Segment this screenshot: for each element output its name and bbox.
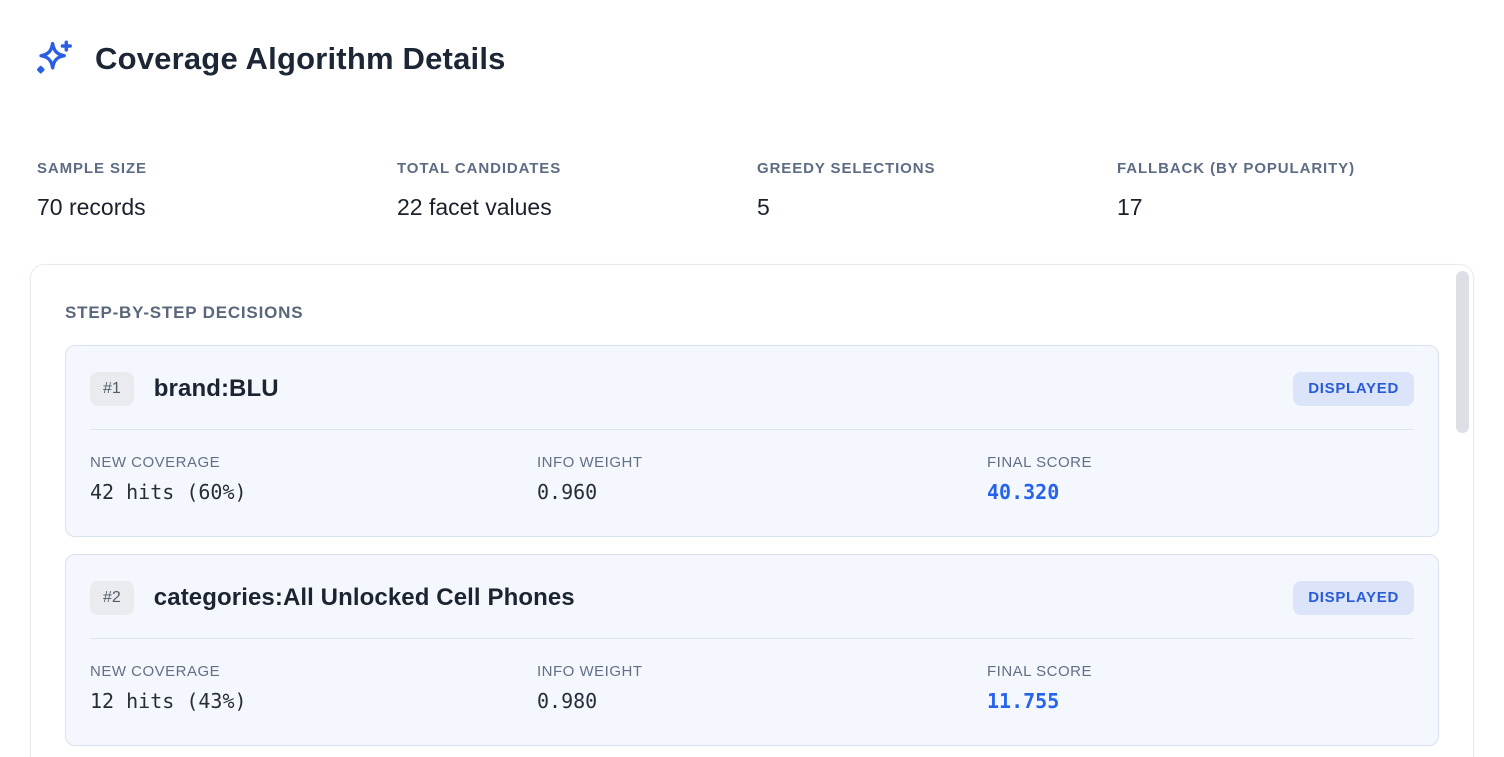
stat-label: TOTAL CANDIDATES — [397, 160, 562, 177]
stat-total-candidates: TOTAL CANDIDATES 22 facet values — [397, 160, 747, 222]
metric-info-weight: INFO WEIGHT 0.960 — [537, 454, 987, 506]
rank-badge: #1 — [90, 372, 134, 406]
decision-card-1: #1 brand:BLU DISPLAYED NEW COVERAGE 42 h… — [65, 345, 1439, 537]
stat-sample-size: SAMPLE SIZE 70 records — [37, 160, 387, 222]
scrollbar-thumb[interactable] — [1456, 271, 1469, 433]
metric-label: INFO WEIGHT — [537, 454, 643, 471]
stat-label: SAMPLE SIZE — [37, 160, 147, 177]
decision-metrics: NEW COVERAGE 42 hits (60%) INFO WEIGHT 0… — [90, 430, 1414, 536]
metric-value: 0.960 — [537, 480, 598, 504]
decisions-panel: STEP-BY-STEP DECISIONS #1 brand:BLU DISP… — [30, 264, 1474, 757]
page-header: Coverage Algorithm Details — [0, 0, 1504, 82]
metric-label: INFO WEIGHT — [537, 663, 643, 680]
metric-label: NEW COVERAGE — [90, 454, 221, 471]
status-badge: DISPLAYED — [1293, 581, 1414, 615]
metric-new-coverage: NEW COVERAGE 42 hits (60%) — [90, 454, 537, 506]
metric-final-score: FINAL SCORE 40.320 — [987, 454, 1414, 506]
divider — [90, 429, 1414, 430]
divider — [90, 638, 1414, 639]
decision-metrics: NEW COVERAGE 12 hits (43%) INFO WEIGHT 0… — [90, 639, 1414, 745]
metric-value: 42 hits (60%) — [90, 480, 247, 504]
summary-stats: SAMPLE SIZE 70 records TOTAL CANDIDATES … — [37, 160, 1467, 222]
stat-greedy-selections: GREEDY SELECTIONS 5 — [757, 160, 1107, 222]
page-title: Coverage Algorithm Details — [95, 41, 506, 76]
stat-value: 5 — [757, 194, 770, 220]
metric-label: NEW COVERAGE — [90, 663, 221, 680]
decision-title: categories:All Unlocked Cell Phones — [153, 584, 575, 611]
metric-value: 12 hits (43%) — [90, 689, 247, 713]
stat-value: 22 facet values — [397, 194, 552, 220]
decision-header: #1 brand:BLU DISPLAYED — [90, 372, 1414, 406]
metric-new-coverage: NEW COVERAGE 12 hits (43%) — [90, 663, 537, 715]
rank-badge: #2 — [90, 581, 134, 615]
sparkles-icon — [32, 38, 74, 80]
stat-fallback-popularity: FALLBACK (BY POPULARITY) 17 — [1117, 160, 1467, 222]
metric-label: FINAL SCORE — [987, 454, 1092, 471]
stat-value: 70 records — [37, 194, 146, 220]
metric-final-score: FINAL SCORE 11.755 — [987, 663, 1414, 715]
decision-header: #2 categories:All Unlocked Cell Phones D… — [90, 581, 1414, 615]
stat-label: FALLBACK (BY POPULARITY) — [1117, 160, 1355, 177]
stat-value: 17 — [1117, 194, 1143, 220]
metric-value: 40.320 — [987, 480, 1060, 504]
status-badge: DISPLAYED — [1293, 372, 1414, 406]
metric-value: 0.980 — [537, 689, 598, 713]
metric-info-weight: INFO WEIGHT 0.980 — [537, 663, 987, 715]
stat-label: GREEDY SELECTIONS — [757, 160, 936, 177]
metric-label: FINAL SCORE — [987, 663, 1092, 680]
decision-card-2: #2 categories:All Unlocked Cell Phones D… — [65, 554, 1439, 746]
decision-title: brand:BLU — [153, 375, 279, 402]
metric-value: 11.755 — [987, 689, 1060, 713]
decisions-panel-title: STEP-BY-STEP DECISIONS — [65, 303, 304, 322]
